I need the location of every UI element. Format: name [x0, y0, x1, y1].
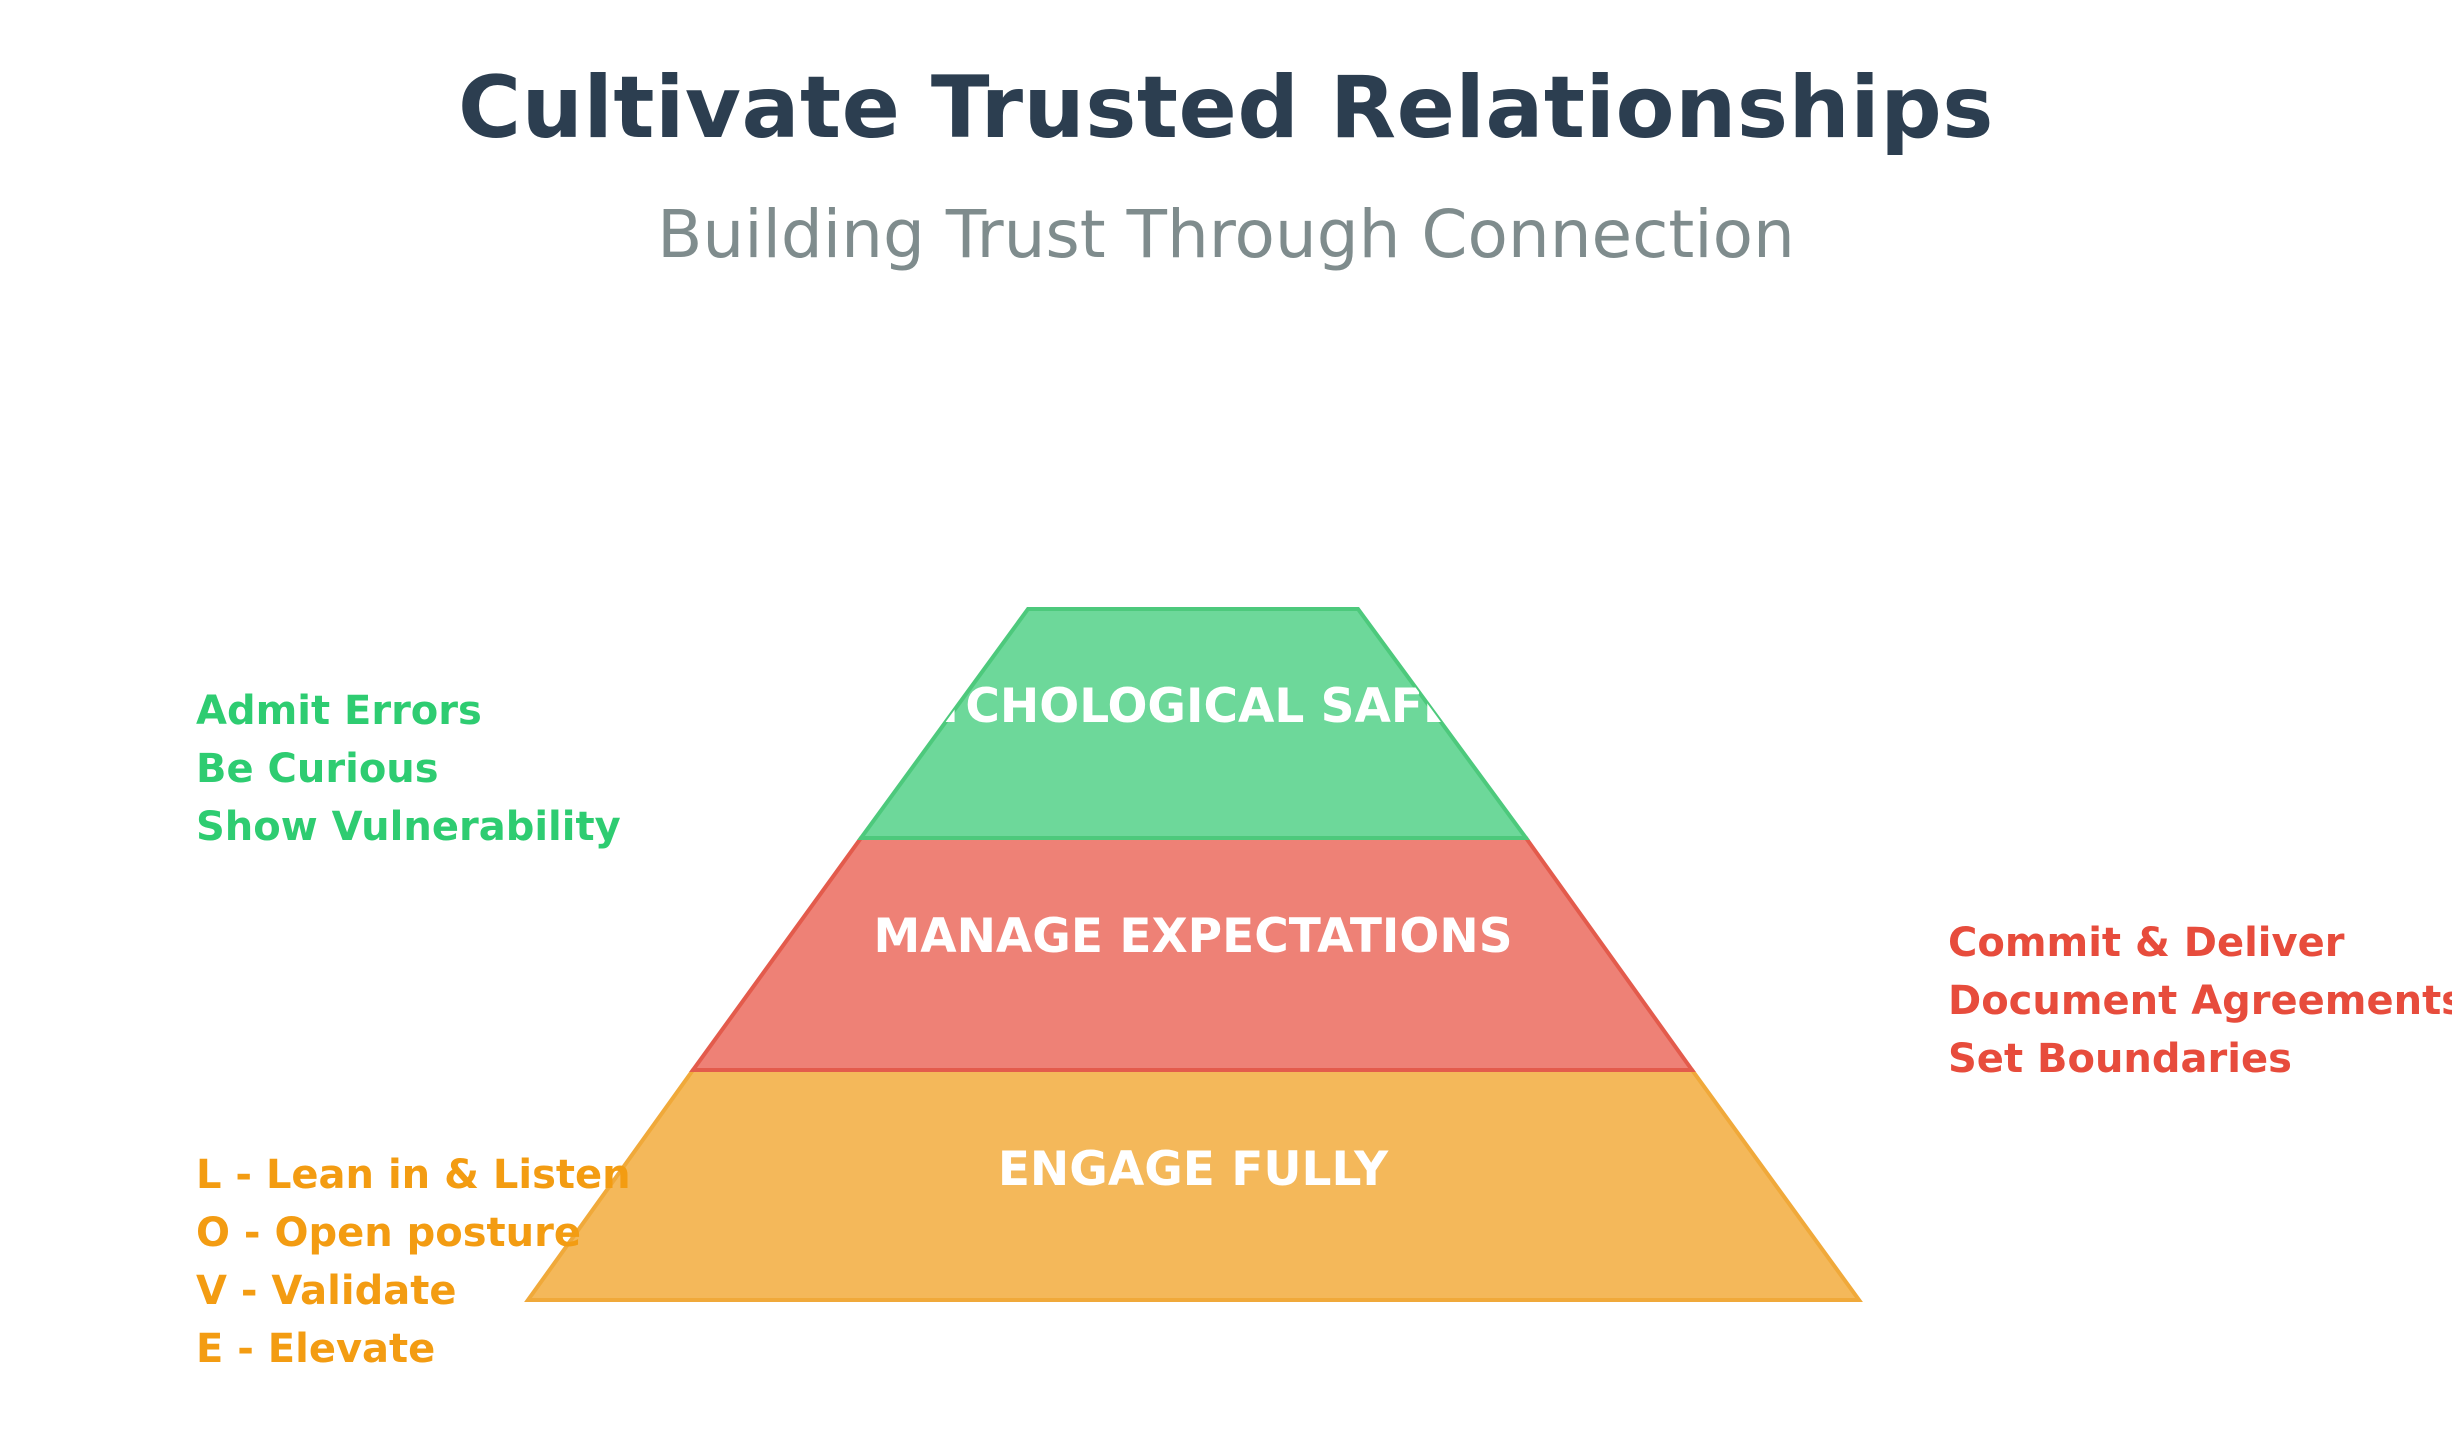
pyramid-label-manage: MANAGE EXPECTATIONS — [873, 909, 1512, 964]
list-item: Admit Errors — [196, 688, 482, 734]
list-item: Be Curious — [196, 746, 439, 792]
pyramid-label-safety: PSYCHOLOGICAL SAFETY — [865, 679, 1522, 734]
list-item: Show Vulnerability — [196, 804, 621, 850]
list-item: Document Agreements — [1948, 978, 2452, 1024]
pyramid-layer-safety — [857, 607, 1530, 840]
engage-practices-list: L - Lean in & Listen O - Open posture V … — [196, 1146, 631, 1378]
list-item: E - Elevate — [196, 1326, 436, 1372]
list-item: L - Lean in & Listen — [196, 1152, 631, 1198]
safety-practices-list: Admit Errors Be Curious Show Vulnerabili… — [196, 682, 621, 856]
list-item: Set Boundaries — [1948, 1036, 2292, 1082]
page-subtitle: Building Trust Through Connection — [657, 196, 1795, 273]
pyramid-label-engage: ENGAGE FULLY — [998, 1142, 1389, 1197]
list-item: V - Validate — [196, 1268, 457, 1314]
page-title: Cultivate Trusted Relationships — [458, 58, 1994, 158]
list-item: Commit & Deliver — [1948, 920, 2345, 966]
list-item: O - Open posture — [196, 1210, 581, 1256]
expectations-practices-list: Commit & Deliver Document Agreements Set… — [1948, 914, 2452, 1088]
